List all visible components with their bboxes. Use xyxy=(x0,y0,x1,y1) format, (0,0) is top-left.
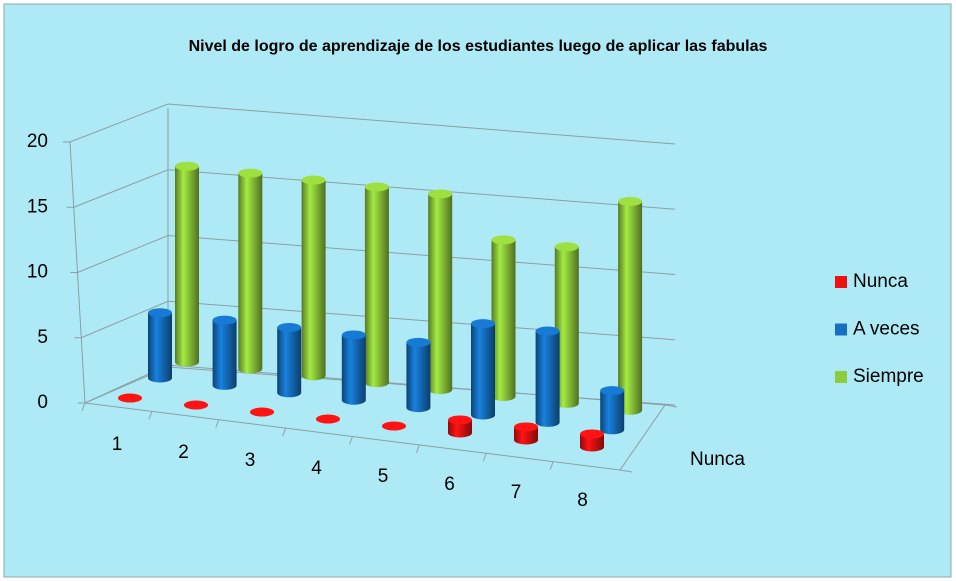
legend-swatch xyxy=(835,323,847,336)
cylinder-top xyxy=(535,326,560,336)
cylinder xyxy=(175,166,199,367)
chart-background xyxy=(3,3,952,578)
cylinder-top xyxy=(148,308,172,318)
cylinder xyxy=(535,331,560,427)
x-tick-label: 5 xyxy=(378,466,389,487)
grid-line xyxy=(69,103,676,145)
y-tick-label: 0 xyxy=(37,392,48,413)
y-axis xyxy=(69,141,86,404)
cylinder-top xyxy=(238,168,263,178)
cylinder xyxy=(448,419,473,438)
y-tick-label: 10 xyxy=(27,262,48,283)
x-tick-label: 6 xyxy=(444,474,455,495)
cylinder xyxy=(406,342,431,413)
cylinder xyxy=(618,201,643,415)
x-tick xyxy=(215,419,220,428)
x-tick-label: 2 xyxy=(178,442,189,463)
depth-tick xyxy=(619,469,633,473)
cylinder-top xyxy=(514,422,538,432)
cylinder xyxy=(514,426,538,445)
cylinder xyxy=(600,390,625,435)
cylinder-top xyxy=(618,197,643,206)
cylinder-top xyxy=(471,319,495,329)
cylinder xyxy=(580,433,604,452)
cylinder xyxy=(341,334,366,405)
cylinder-top xyxy=(580,429,604,439)
x-tick-label: 3 xyxy=(245,450,256,471)
cylinder-top xyxy=(316,414,340,424)
cylinder-top xyxy=(277,323,302,333)
cylinder xyxy=(212,320,237,390)
x-tick xyxy=(81,402,86,412)
cylinder xyxy=(491,239,516,401)
cylinder-top xyxy=(554,242,579,252)
cylinder-top xyxy=(382,421,406,431)
y-tick-label: 20 xyxy=(27,131,48,152)
cylinder xyxy=(428,193,453,395)
cylinder-top xyxy=(212,315,237,325)
x-tick xyxy=(282,427,287,437)
cylinder-top xyxy=(364,182,389,192)
cylinder-top xyxy=(184,400,208,410)
cylinder xyxy=(301,180,326,381)
cylinder-top xyxy=(406,337,431,347)
legend-swatch xyxy=(835,276,847,288)
legend-swatch xyxy=(835,371,847,383)
cylinder-top xyxy=(600,386,625,396)
cylinder xyxy=(471,323,495,420)
x-tick xyxy=(549,461,554,470)
cylinder-top xyxy=(175,161,199,171)
legend-label: Siempre xyxy=(853,366,924,387)
y-tick-label: 15 xyxy=(27,196,48,217)
x-tick-label: 7 xyxy=(511,482,522,503)
x-tick xyxy=(148,411,153,420)
y-tick-label: 5 xyxy=(37,327,48,348)
cylinder-top xyxy=(301,175,326,185)
cylinder xyxy=(238,173,263,374)
legend-label: Nunca xyxy=(853,271,908,292)
cylinder-top xyxy=(428,189,453,199)
x-tick-label: 4 xyxy=(311,458,322,479)
cylinder xyxy=(277,327,302,398)
chart-title: Nivel de logro de aprendizaje de los est… xyxy=(189,38,768,55)
x-tick xyxy=(482,453,487,462)
depth-tick xyxy=(664,404,678,408)
x-tick-label: 8 xyxy=(577,490,588,511)
cylinder-top xyxy=(448,415,472,425)
cylinder-top xyxy=(341,330,366,340)
x-tick xyxy=(349,436,353,445)
cylinder xyxy=(364,186,389,388)
cylinder xyxy=(554,246,579,408)
legend-label: A veces xyxy=(853,319,920,340)
cylinder-top xyxy=(250,407,274,417)
x-tick xyxy=(415,444,420,454)
x-tick-label: 1 xyxy=(112,434,123,455)
cylinder xyxy=(148,312,172,383)
depth-axis-label: Nunca xyxy=(690,449,745,470)
cylinder-top xyxy=(491,235,516,245)
cylinder-top xyxy=(118,393,142,403)
